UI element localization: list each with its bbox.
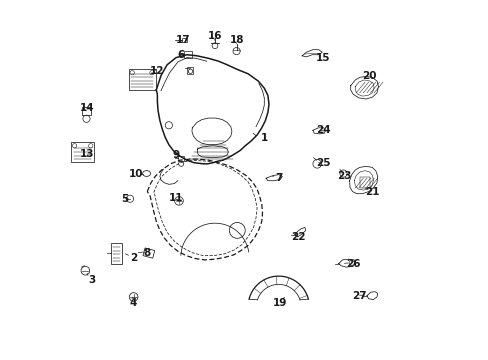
Bar — [186, 67, 193, 74]
Text: 21: 21 — [365, 186, 379, 197]
Text: 18: 18 — [229, 35, 244, 45]
Text: 6: 6 — [178, 50, 185, 60]
Bar — [182, 38, 187, 42]
Text: 7: 7 — [274, 173, 282, 183]
Text: 17: 17 — [176, 35, 190, 45]
Text: 8: 8 — [142, 248, 150, 258]
Text: 4: 4 — [130, 298, 137, 308]
Text: 3: 3 — [88, 275, 95, 285]
Text: 2: 2 — [130, 253, 137, 264]
Bar — [359, 177, 370, 188]
Text: 20: 20 — [362, 71, 376, 81]
Text: 26: 26 — [346, 258, 360, 269]
Text: 13: 13 — [80, 149, 94, 159]
Text: 1: 1 — [260, 132, 267, 143]
Text: 10: 10 — [129, 168, 143, 179]
Text: 23: 23 — [337, 171, 351, 181]
Bar — [71, 142, 94, 162]
Bar — [142, 248, 154, 258]
Text: 16: 16 — [207, 31, 222, 41]
Bar — [128, 69, 155, 90]
Text: 11: 11 — [168, 193, 183, 203]
Bar — [111, 243, 122, 264]
Text: 25: 25 — [315, 158, 329, 168]
Bar — [81, 107, 91, 115]
Text: 5: 5 — [121, 194, 128, 204]
Bar — [183, 51, 192, 58]
Text: 12: 12 — [150, 66, 164, 76]
Text: 27: 27 — [351, 291, 366, 301]
Text: 24: 24 — [315, 125, 329, 135]
Text: 9: 9 — [172, 150, 179, 160]
Text: 22: 22 — [291, 232, 305, 242]
Text: 15: 15 — [315, 53, 329, 63]
Bar — [178, 156, 183, 161]
Text: 14: 14 — [80, 103, 94, 113]
Text: 19: 19 — [272, 298, 286, 308]
